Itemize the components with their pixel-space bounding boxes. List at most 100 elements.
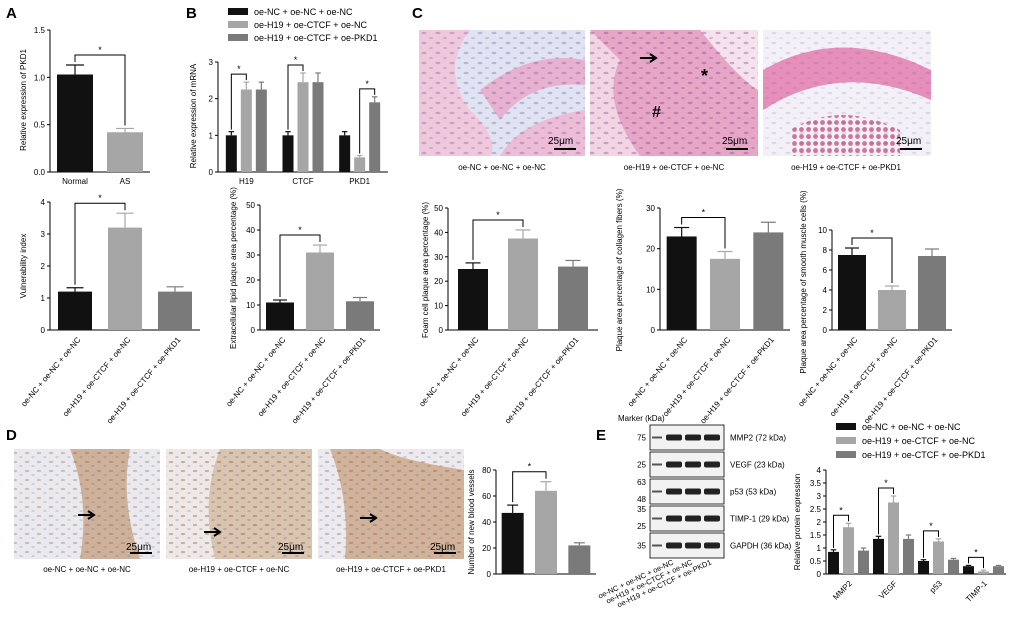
e1-bar bbox=[873, 538, 884, 574]
blot-band bbox=[704, 434, 720, 441]
a2-sig-bracket bbox=[74, 202, 126, 285]
a2-y-tick-label: 4 bbox=[41, 198, 46, 207]
a1-x-tick-label: Normal bbox=[62, 177, 88, 186]
scale-bar-c-1-label: 25μm bbox=[548, 136, 573, 147]
e1-y-tick-label: 2.5 bbox=[810, 505, 822, 514]
arrow-icon bbox=[78, 510, 96, 520]
e1-sig-bracket bbox=[833, 514, 849, 548]
western-blot: Marker (kDa) 75 MMP2 (72 kDa) 25 VEGF (23 k… bbox=[597, 414, 792, 609]
chart-b-lipid-plaque-area: 0 10 20 30 40 50 Extracellular lipid plaque ar… bbox=[224, 187, 380, 425]
c1-y-tick-label: 10 bbox=[434, 302, 443, 311]
legend-e-swatch-1 bbox=[836, 423, 856, 430]
c3-x-tick-label: oe-H19 + oe-CTCF + oe-PKD1 bbox=[862, 335, 940, 425]
chart-e-protein-expression: 0 0.5 1 1.5 2 2.5 3 3.5 4 Relative protein expres… bbox=[793, 466, 1006, 604]
b1-y-tick-label: 0 bbox=[209, 168, 214, 177]
b1-sig-bracket bbox=[287, 64, 304, 130]
blot-marker-band bbox=[652, 463, 662, 466]
blot-band bbox=[685, 434, 701, 441]
panel-label-d: D bbox=[6, 427, 17, 444]
b2-bar bbox=[306, 252, 334, 330]
c1-y-tick-label: 40 bbox=[434, 228, 443, 237]
legend-b-label-3: oe-H19 + oe-CTCF + oe-PKD1 bbox=[254, 33, 378, 43]
chart-b-mrna-expression: 0 1 2 3 Relative expression of mRNA H19 CTCF PK… bbox=[189, 55, 388, 186]
b2-y-tick-label: 40 bbox=[246, 226, 255, 235]
blot-marker-label: 25 bbox=[637, 461, 646, 470]
c3-y-tick-label: 6 bbox=[823, 266, 828, 275]
a1-y-tick-label: 1.0 bbox=[34, 73, 46, 82]
a2-bar bbox=[158, 291, 192, 330]
blot-marker-label: 35 bbox=[637, 505, 646, 514]
e1-sig-label: * bbox=[839, 505, 843, 515]
blot-band bbox=[666, 434, 682, 441]
micrograph-d-3-caption: oe-H19 + oe-CTCF + oe-PKD1 bbox=[336, 565, 446, 574]
d1-bar bbox=[535, 490, 557, 574]
legend-e-swatch-2 bbox=[836, 437, 856, 444]
a1-sig-bracket bbox=[74, 54, 126, 126]
e1-y-label: Relative protein expression bbox=[793, 474, 802, 571]
c2-bar bbox=[666, 236, 697, 330]
legend-e-swatch-3 bbox=[836, 451, 856, 458]
e1-x-tick-label: TIMP-1 bbox=[964, 579, 989, 604]
blot-row-label: GAPDH (36 kDa) bbox=[730, 542, 792, 551]
b2-y-tick-label: 20 bbox=[246, 276, 255, 285]
legend-e-label-2: oe-H19 + oe-CTCF + oe-NC bbox=[862, 436, 976, 446]
blot-marker-label: 48 bbox=[637, 495, 646, 504]
arrow-icon bbox=[640, 53, 658, 63]
e1-bar bbox=[903, 538, 914, 574]
e1-bar bbox=[888, 502, 899, 574]
c3-y-tick-label: 2 bbox=[823, 306, 828, 315]
blot-row-label: MMP2 (72 kDa) bbox=[730, 434, 786, 443]
b1-y-tick-label: 1 bbox=[209, 131, 214, 140]
b1-y-tick-label: 2 bbox=[209, 95, 214, 104]
blot-row-label: p53 (53 kDa) bbox=[730, 488, 777, 497]
b2-x-tick-label: oe-H19 + oe-CTCF + oe-NC bbox=[256, 335, 328, 418]
c2-bar bbox=[710, 258, 740, 330]
b1-x-tick-label: CTCF bbox=[292, 177, 313, 186]
b1-sig-label: * bbox=[237, 64, 241, 74]
b2-bar bbox=[346, 301, 374, 330]
c1-y-label: Foam cell plaque area percentage (%) bbox=[421, 202, 430, 338]
blot-marker-label: 63 bbox=[637, 478, 646, 487]
e1-y-tick-label: 0.5 bbox=[810, 557, 822, 566]
blot-band bbox=[685, 461, 701, 468]
a1-y-tick-label: 1.5 bbox=[34, 26, 46, 35]
e1-sig-bracket bbox=[878, 487, 894, 535]
b1-y-tick-label: 3 bbox=[209, 58, 214, 67]
e1-sig-bracket bbox=[968, 556, 984, 569]
chart-a-pkd1-expression: 0.0 0.5 1.0 1.5 Relative expression of PKD1 N… bbox=[19, 26, 150, 186]
scale-bar-d-2-label: 25μm bbox=[278, 542, 303, 553]
a1-bar bbox=[107, 132, 143, 172]
e1-y-tick-label: 3.5 bbox=[810, 479, 822, 488]
c2-sig-bracket bbox=[681, 217, 726, 249]
a2-y-tick-label: 3 bbox=[41, 230, 46, 239]
b1-bar bbox=[312, 82, 324, 172]
d1-y-tick-label: 20 bbox=[482, 544, 491, 553]
c1-y-tick-label: 0 bbox=[439, 326, 444, 335]
e1-sig-label: * bbox=[884, 478, 888, 488]
e1-y-tick-label: 4 bbox=[817, 466, 822, 475]
blot-row-label: VEGF (23 kDa) bbox=[730, 461, 785, 470]
b1-bar bbox=[282, 135, 294, 172]
legend-b-swatch-1 bbox=[228, 8, 248, 15]
micrograph-c-3-caption: oe-H19 + oe-CTCF + oe-PKD1 bbox=[791, 163, 901, 172]
asterisk-mark: * bbox=[701, 66, 708, 86]
blot-marker-label: 25 bbox=[637, 522, 646, 531]
micrograph-d-2-caption: oe-H19 + oe-CTCF + oe-NC bbox=[189, 565, 290, 574]
blot-marker-label: 75 bbox=[637, 434, 646, 443]
b2-y-tick-label: 0 bbox=[251, 326, 256, 335]
e1-y-tick-label: 1 bbox=[817, 544, 822, 553]
blot-band bbox=[666, 515, 682, 522]
a1-x-tick-label: AS bbox=[120, 177, 131, 186]
panel-label-c: C bbox=[412, 5, 423, 22]
scale-bar-c-3 bbox=[900, 148, 922, 150]
micrograph-c-3: 25μm oe-H19 + oe-CTCF + oe-PKD1 bbox=[763, 30, 931, 172]
c1-y-tick-label: 50 bbox=[434, 204, 443, 213]
b2-sig-bracket bbox=[279, 234, 321, 297]
a1-sig-label: * bbox=[98, 45, 102, 55]
micrograph-d-2: 25μm oe-H19 + oe-CTCF + oe-NC bbox=[166, 449, 312, 574]
a2-sig-label: * bbox=[98, 193, 102, 203]
b1-bar bbox=[225, 135, 237, 172]
b2-x-tick-label: oe-H19 + oe-CTCF + oe-PKD1 bbox=[290, 335, 368, 425]
legend-b: oe-NC + oe-NC + oe-NC oe-H19 + oe-CTCF +… bbox=[228, 7, 378, 43]
